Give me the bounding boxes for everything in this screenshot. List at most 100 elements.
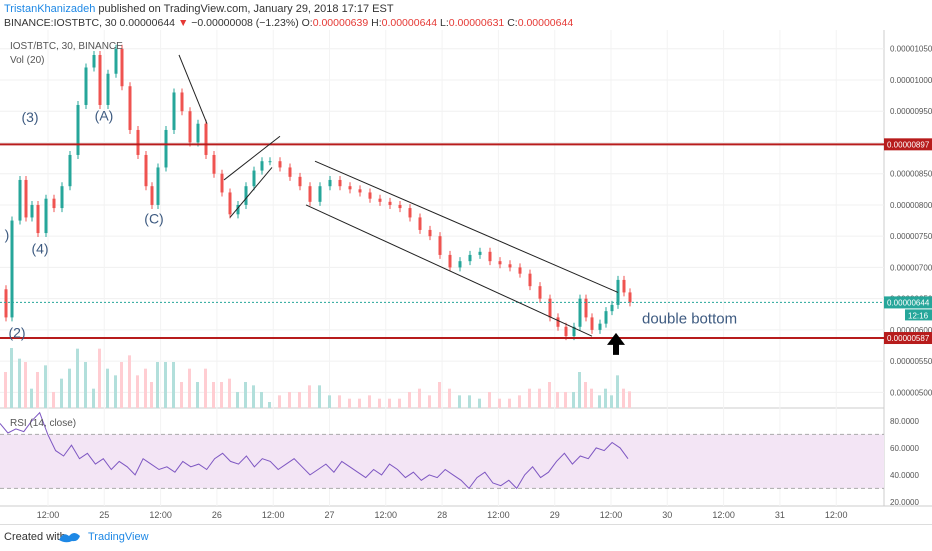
publish-info: published on TradingView.com, January 29… xyxy=(98,3,394,15)
candle-body xyxy=(136,129,140,155)
candle-body xyxy=(228,192,232,215)
volume-bar xyxy=(458,395,461,408)
volume-bar xyxy=(36,372,39,408)
rsi-tick-label: 20.0000 xyxy=(890,498,919,507)
countdown-label: 12:16 xyxy=(908,311,929,320)
tradingview-logo-icon[interactable] xyxy=(56,528,84,546)
volume-bar xyxy=(150,382,153,408)
candle-body xyxy=(268,161,272,163)
wave-label: (4) xyxy=(31,241,48,257)
candle-body xyxy=(172,92,176,130)
volume-bar xyxy=(260,392,263,408)
volume-bar xyxy=(518,395,521,408)
price-axis[interactable]: 0.000010500.000010000.000009500.00000900… xyxy=(890,45,932,398)
trendline xyxy=(305,204,593,337)
footer: Created with TradingView xyxy=(0,524,932,551)
candle-body xyxy=(438,236,442,255)
volume-bar xyxy=(318,385,321,408)
volume-bar xyxy=(508,398,511,408)
volume-legend: Vol (20) xyxy=(10,55,44,66)
volume-bar xyxy=(156,362,159,408)
volume-bar xyxy=(328,395,331,408)
volume-bar xyxy=(298,392,301,408)
last-price-label: 0.00000644 xyxy=(887,298,930,307)
rsi-fill-band xyxy=(0,434,884,489)
horizontal-levels[interactable]: 0.00000897 0.00000587 0.00000644 12:16 xyxy=(0,138,932,345)
wave-label: (A) xyxy=(95,108,114,124)
volume-bar xyxy=(438,382,441,408)
candle-body xyxy=(76,104,80,155)
candle-body xyxy=(338,179,342,187)
trendlines[interactable] xyxy=(178,54,619,337)
candle-body xyxy=(188,111,192,143)
candle-body xyxy=(44,198,48,234)
candle-body xyxy=(68,154,72,187)
candle-body xyxy=(508,264,512,268)
symbol-label: BINANCE:IOSTBTC, 30 xyxy=(4,17,117,29)
author-link[interactable]: TristanKhanizadeh xyxy=(4,3,96,15)
candle-body xyxy=(84,67,88,105)
volume-bar xyxy=(236,392,239,408)
candle-body xyxy=(52,198,56,209)
rsi-axis[interactable]: 80.0000 60.0000 40.0000 20.0000 xyxy=(890,417,919,507)
level-price-label: 0.00000587 xyxy=(887,334,930,343)
candle-body xyxy=(448,254,452,268)
candle-body xyxy=(318,186,322,202)
volume-bar xyxy=(136,375,139,408)
candle-body xyxy=(308,186,312,202)
open-value: 0.00000639 xyxy=(312,17,369,29)
volume-bar xyxy=(408,392,411,408)
candle-body xyxy=(398,204,402,209)
time-tick-label: 12:00 xyxy=(375,510,398,520)
candle-body xyxy=(578,298,582,327)
candle-body xyxy=(164,129,168,168)
price-tick-label: 0.00000700 xyxy=(890,263,932,272)
candle-body xyxy=(468,254,472,262)
candle-body xyxy=(368,192,372,199)
volume-bar xyxy=(388,398,391,408)
candle-body xyxy=(478,251,482,255)
volume-bar xyxy=(220,382,223,408)
candle-body xyxy=(114,48,118,74)
chart-canvas[interactable]: 0.000010500.000010000.000009500.00000900… xyxy=(0,30,932,524)
candle-body xyxy=(498,261,502,265)
price-tick-label: 0.00000600 xyxy=(890,326,932,335)
high-value: 0.00000644 xyxy=(381,17,438,29)
rsi-line-path xyxy=(0,411,629,490)
candle-body xyxy=(288,167,292,177)
close-value: 0.00000644 xyxy=(517,17,574,29)
candle-body xyxy=(418,217,422,230)
time-tick-label: 30 xyxy=(662,510,672,520)
candle-body xyxy=(278,161,282,168)
close-label: C: xyxy=(507,17,518,29)
candle-body xyxy=(556,317,560,327)
candle-body xyxy=(564,326,568,337)
candle-body xyxy=(244,186,248,205)
candle-body xyxy=(328,179,332,187)
volume-bar xyxy=(24,362,27,408)
tradingview-brand-link[interactable]: TradingView xyxy=(88,531,149,543)
trendline xyxy=(314,160,619,293)
time-tick-label: 12:00 xyxy=(149,510,172,520)
volume-bar xyxy=(584,382,587,408)
rsi-legend: RSI (14, close) xyxy=(10,418,76,429)
volume-bar xyxy=(478,398,481,408)
time-tick-label: 12:00 xyxy=(487,510,510,520)
candle-body xyxy=(98,54,102,105)
candle-body xyxy=(348,186,352,190)
wave-label: (2) xyxy=(8,324,25,340)
candle-body xyxy=(358,189,362,193)
publish-line: TristanKhanizadeh published on TradingVi… xyxy=(4,3,394,15)
time-axis[interactable]: 12:00 25 12:00 26 12:00 27 12:00 28 12:00 29 12:00… xyxy=(37,510,848,520)
volume-bar xyxy=(578,372,581,408)
candle-body xyxy=(30,204,34,218)
low-value: 0.00000631 xyxy=(448,17,505,29)
candle-body xyxy=(572,326,576,337)
low-label: L: xyxy=(440,17,449,29)
time-tick-label: 12:00 xyxy=(262,510,285,520)
candle-body xyxy=(252,170,256,187)
rsi-series xyxy=(0,411,629,490)
volume-bar xyxy=(288,392,291,408)
volume-bar xyxy=(488,392,491,408)
time-tick-label: 12:00 xyxy=(825,510,848,520)
